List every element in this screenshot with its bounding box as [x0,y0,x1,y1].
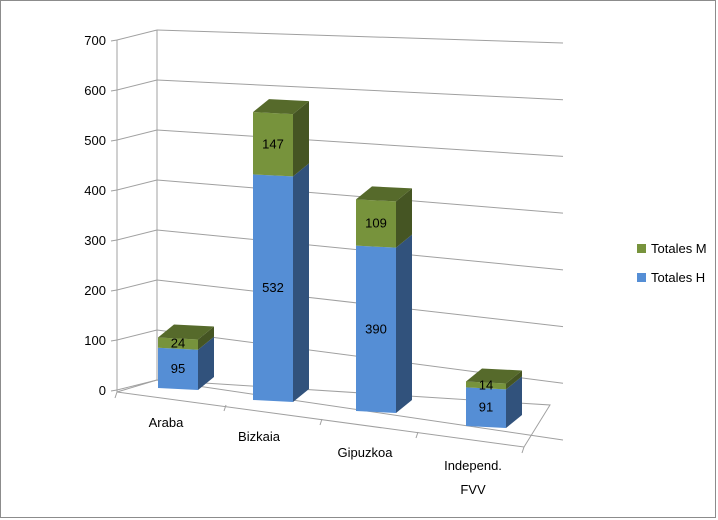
y-tick-mark-3 [110,239,118,242]
bar-segment-totales-m-3: 14 [466,368,522,392]
bar-side [396,234,412,413]
y-tick-label-6: 600 [84,83,106,98]
bar-front [466,381,506,390]
legend-label-totales-m: Totales M [651,241,707,256]
y-tick-label-7: 700 [84,33,106,48]
y-tick-mark-6 [110,89,118,92]
bar-front [356,245,396,413]
bar-front [253,112,293,177]
x-tick-mark-3 [415,431,419,439]
x-category-label-3-line-1: FVV [460,482,486,497]
gridline-left-2 [116,279,158,291]
bar-segment-totales-h-3: 91 [466,376,522,428]
y-tick-label-1: 100 [84,333,106,348]
bar-side [506,376,522,428]
data-label-totales-h-0: 95 [171,361,185,376]
legend-label-totales-h: Totales H [651,270,705,285]
legend-swatch-totales-m [637,244,646,253]
bar-front [158,337,198,350]
bar-top [253,99,309,115]
bar-segment-totales-m-1: 147 [253,99,309,177]
x-tick-mark-4 [521,446,525,454]
x-category-label-0: Araba [149,415,184,430]
y-tick-label-3: 300 [84,233,106,248]
x-tick-mark-2 [319,418,323,426]
bar-side [198,326,214,350]
y-tick-mark-7 [110,39,118,42]
bar-front [253,174,293,402]
bar-side [293,163,309,402]
bar-segment-totales-m-2: 109 [356,186,412,248]
bar-segment-totales-m-0: 24 [158,324,214,351]
gridline-left-1 [116,329,158,341]
data-label-totales-m-1: 147 [262,136,284,151]
gridline-left-5 [116,129,158,141]
x-category-label-3-line-0: Independ. [444,458,502,473]
y-tick-label-2: 200 [84,283,106,298]
gridline-7 [156,29,564,44]
y-tick-mark-5 [110,139,118,142]
bar-top [356,186,412,202]
y-tick-label-0: 0 [99,383,106,398]
data-label-totales-h-3: 91 [479,400,493,415]
y-tick-mark-4 [110,189,118,192]
bar-top [158,324,214,340]
bar-side [396,188,412,248]
data-label-totales-h-2: 390 [365,321,387,336]
data-label-totales-h-1: 532 [262,280,284,295]
x-category-label-2: Gipuzkoa [338,445,394,460]
data-label-totales-m-2: 109 [365,216,387,231]
y-tick-mark-0 [110,389,118,392]
gridline-left-7 [116,29,158,41]
bar-side [198,336,214,390]
gridline-left-6 [116,79,158,91]
bar-front [356,199,396,248]
bar-side [506,370,522,390]
gridline-6 [156,79,564,101]
bar-segment-totales-h-2: 390 [356,234,412,413]
y-tick-label-4: 400 [84,183,106,198]
gridline-5 [156,129,564,157]
y-tick-mark-1 [110,339,118,342]
bar-top [466,368,522,384]
bar-front [466,387,506,428]
bar-segment-totales-h-1: 532 [253,163,309,402]
bar-side [293,101,309,177]
bars: 95 24 532 147 390 109 91 14 [158,99,522,428]
x-tick-mark-0 [114,391,118,399]
legend-swatch-totales-h [637,273,646,282]
gridline-left-3 [116,229,158,241]
y-tick-mark-2 [110,289,118,292]
bar-front [158,347,198,390]
data-label-totales-m-0: 24 [171,336,185,351]
x-tick-mark-1 [223,404,227,412]
y-tick-label-5: 500 [84,133,106,148]
gridline-left-4 [116,179,158,191]
bar-segment-totales-h-0: 95 [158,336,214,390]
x-category-label-1: Bizkaia [238,429,281,444]
legend: Totales M Totales H [637,241,707,285]
floor-plane [116,379,551,448]
data-label-totales-m-3: 14 [479,377,493,392]
